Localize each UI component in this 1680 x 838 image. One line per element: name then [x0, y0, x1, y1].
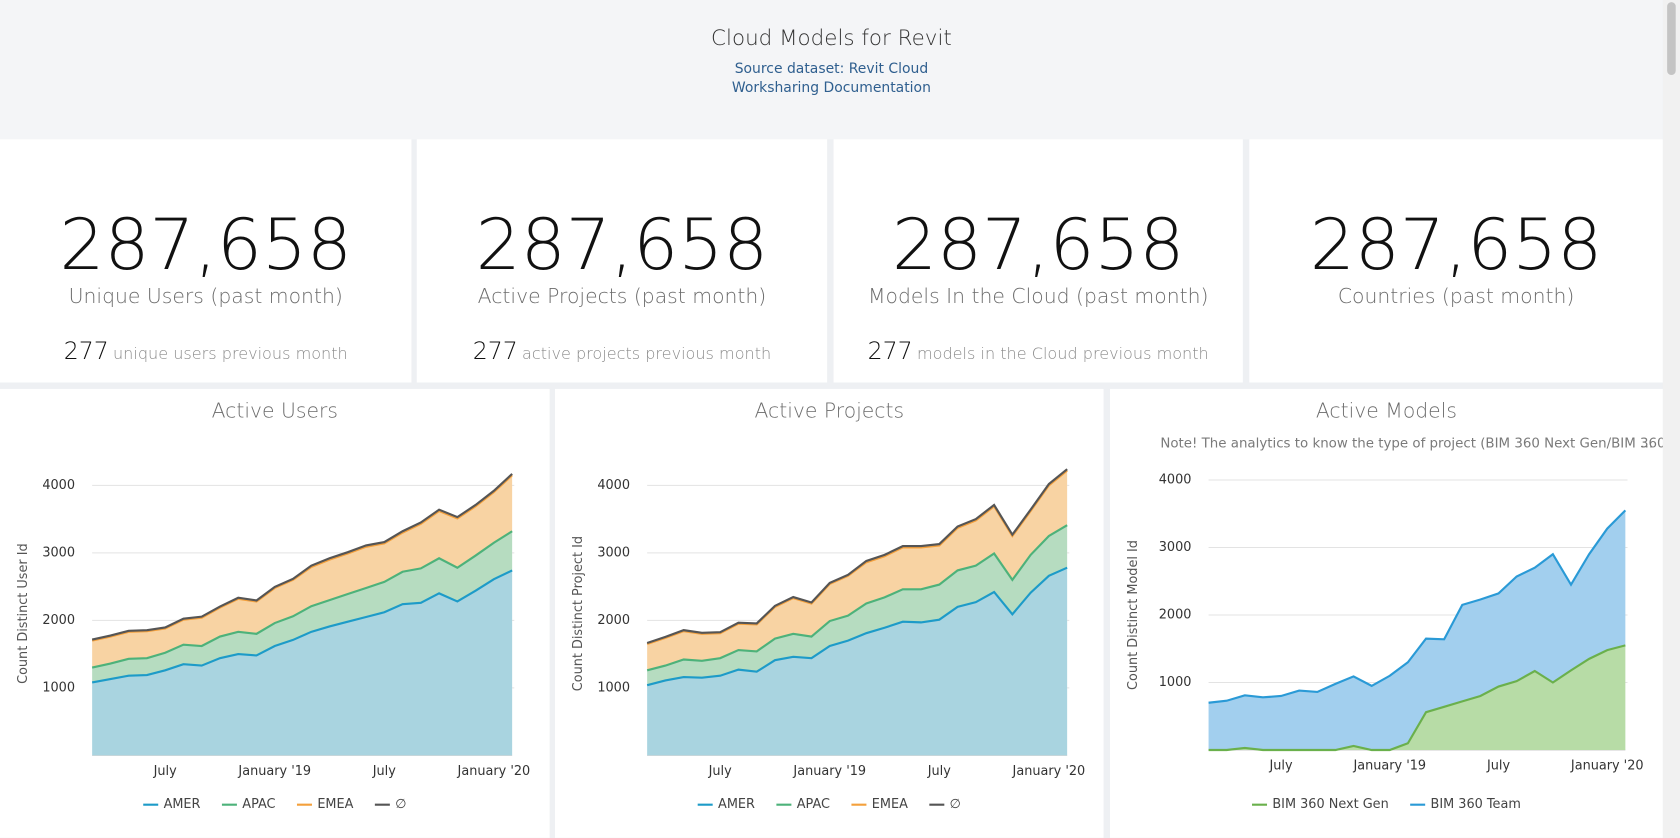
- legend-label: ∅: [395, 797, 406, 812]
- legend: AMER APAC EMEA ∅: [143, 797, 406, 812]
- kpi-value: 287,658: [1309, 203, 1603, 287]
- scrollbar-thumb[interactable]: [1667, 2, 1676, 76]
- area-fill: [92, 475, 513, 668]
- legend-label: EMEA: [317, 797, 353, 812]
- area-line: [1208, 509, 1627, 704]
- area-fill: [647, 470, 1068, 671]
- chart-card: Active Projects Count Distinct Project Id…: [555, 388, 1104, 838]
- area-fill: [1208, 510, 1626, 751]
- area-line: [646, 468, 1068, 644]
- x-tick-label: January '20: [1012, 764, 1086, 779]
- previous-label: active projects previous month: [522, 343, 772, 364]
- y-tick-label: 4000: [42, 478, 75, 493]
- x-tick-label: January '19: [237, 764, 311, 779]
- header: Cloud Models for Revit Source dataset: R…: [0, 0, 1663, 140]
- legend-label: AMER: [718, 797, 755, 812]
- area-line: [91, 473, 513, 641]
- legend-label: EMEA: [872, 797, 908, 812]
- kpi-card: 287,658 Countries (past month): [1249, 139, 1663, 383]
- kpi-previous: 277 unique users previous month: [0, 339, 411, 366]
- legend-label: BIM 360 Next Gen: [1272, 797, 1388, 812]
- chart-card: Active Users Count Distinct User Id 1000 20…: [0, 388, 550, 838]
- x-tick-label: January '20: [457, 764, 531, 779]
- dashboard-title: Cloud Models for Revit: [711, 24, 952, 51]
- x-tick-label: July: [1486, 759, 1510, 774]
- x-tick-label: July: [153, 764, 177, 779]
- y-tick-label: 1000: [42, 680, 75, 695]
- kpi-label: Models In the Cloud (past month): [867, 285, 1209, 309]
- source-link[interactable]: Source dataset: Revit Cloud Worksharing …: [731, 61, 931, 97]
- y-axis-title: Count Distinct Project Id: [571, 536, 586, 691]
- kpi-previous: 277 active projects previous month: [417, 339, 827, 366]
- kpi-value: 287,658: [59, 203, 352, 287]
- area-fill: [647, 567, 1068, 756]
- kpi-label: Countries (past month): [1337, 285, 1575, 309]
- chart-card: Active Models Note! The analytics to know…: [1110, 388, 1663, 838]
- y-tick-label: 4000: [597, 478, 630, 493]
- kpi-card: 287,658 Active Projects (past month) 277…: [416, 139, 828, 383]
- area-fill: [92, 570, 513, 756]
- previous-value: 277: [867, 338, 913, 366]
- legend-label: ∅: [950, 797, 961, 812]
- y-tick-label: 4000: [1159, 473, 1192, 488]
- x-tick-label: January '19: [792, 764, 866, 779]
- area-line: [646, 524, 1068, 672]
- area-fill: [1208, 645, 1626, 751]
- chart: Active Models Note! The analytics to know…: [1126, 398, 1663, 812]
- kpi-label: Unique Users (past month): [68, 285, 343, 309]
- kpi-card: 287,658 Models In the Cloud (past month)…: [833, 139, 1243, 383]
- legend-label: BIM 360 Team: [1431, 797, 1521, 812]
- y-tick-label: 2000: [42, 613, 75, 628]
- y-axis-title: Count Distinct Model Id: [1126, 540, 1141, 690]
- x-tick-label: July: [708, 764, 732, 779]
- area-line: [646, 566, 1068, 687]
- chart-title: Active Models: [1316, 398, 1457, 422]
- legend: BIM 360 Next Gen BIM 360 Team: [1252, 797, 1521, 812]
- y-tick-label: 2000: [597, 613, 630, 628]
- chart-note-more: ...: [1640, 437, 1653, 452]
- y-tick-label: 3000: [42, 545, 75, 560]
- kpi-label: Active Projects (past month): [477, 285, 767, 309]
- previous-label: models in the Cloud previous month: [916, 343, 1209, 364]
- area-fill: [647, 525, 1068, 686]
- previous-value: 277: [472, 338, 518, 366]
- y-tick-label: 1000: [597, 680, 630, 695]
- y-tick-label: 1000: [1159, 675, 1192, 690]
- y-tick-label: 2000: [1159, 608, 1192, 623]
- x-tick-label: July: [927, 764, 951, 779]
- area-line: [91, 530, 513, 669]
- x-tick-label: January '20: [1570, 759, 1644, 774]
- legend-label: APAC: [797, 797, 830, 812]
- kpi-card: 287,658 Unique Users (past month) 277 uni…: [0, 139, 412, 383]
- legend: AMER APAC EMEA ∅: [697, 797, 961, 812]
- legend-label: APAC: [242, 797, 275, 812]
- y-tick-label: 3000: [1159, 540, 1192, 555]
- scrollbar[interactable]: [1662, 0, 1680, 838]
- chart: Active Projects Count Distinct Project Id…: [571, 398, 1086, 812]
- previous-value: 277: [63, 338, 109, 366]
- kpi-value: 287,658: [475, 203, 769, 287]
- area-line: [91, 569, 513, 684]
- kpi-previous: 277 models in the Cloud previous month: [834, 339, 1243, 366]
- chart-title: Active Projects: [754, 398, 904, 422]
- chart-note: Note! The analytics to know the type of …: [1160, 437, 1663, 452]
- area-fill: [92, 531, 513, 683]
- legend-label: AMER: [164, 797, 201, 812]
- chart: Active Users Count Distinct User Id 1000 20…: [16, 398, 531, 812]
- previous-label: unique users previous month: [112, 343, 348, 364]
- x-tick-label: July: [372, 764, 396, 779]
- x-tick-label: July: [1269, 759, 1293, 774]
- y-axis-title: Count Distinct User Id: [16, 543, 31, 684]
- chart-title: Active Users: [212, 398, 338, 422]
- y-tick-label: 3000: [597, 545, 630, 560]
- x-tick-label: January '19: [1352, 759, 1426, 774]
- area-line: [1208, 644, 1626, 752]
- kpi-value: 287,658: [891, 203, 1185, 287]
